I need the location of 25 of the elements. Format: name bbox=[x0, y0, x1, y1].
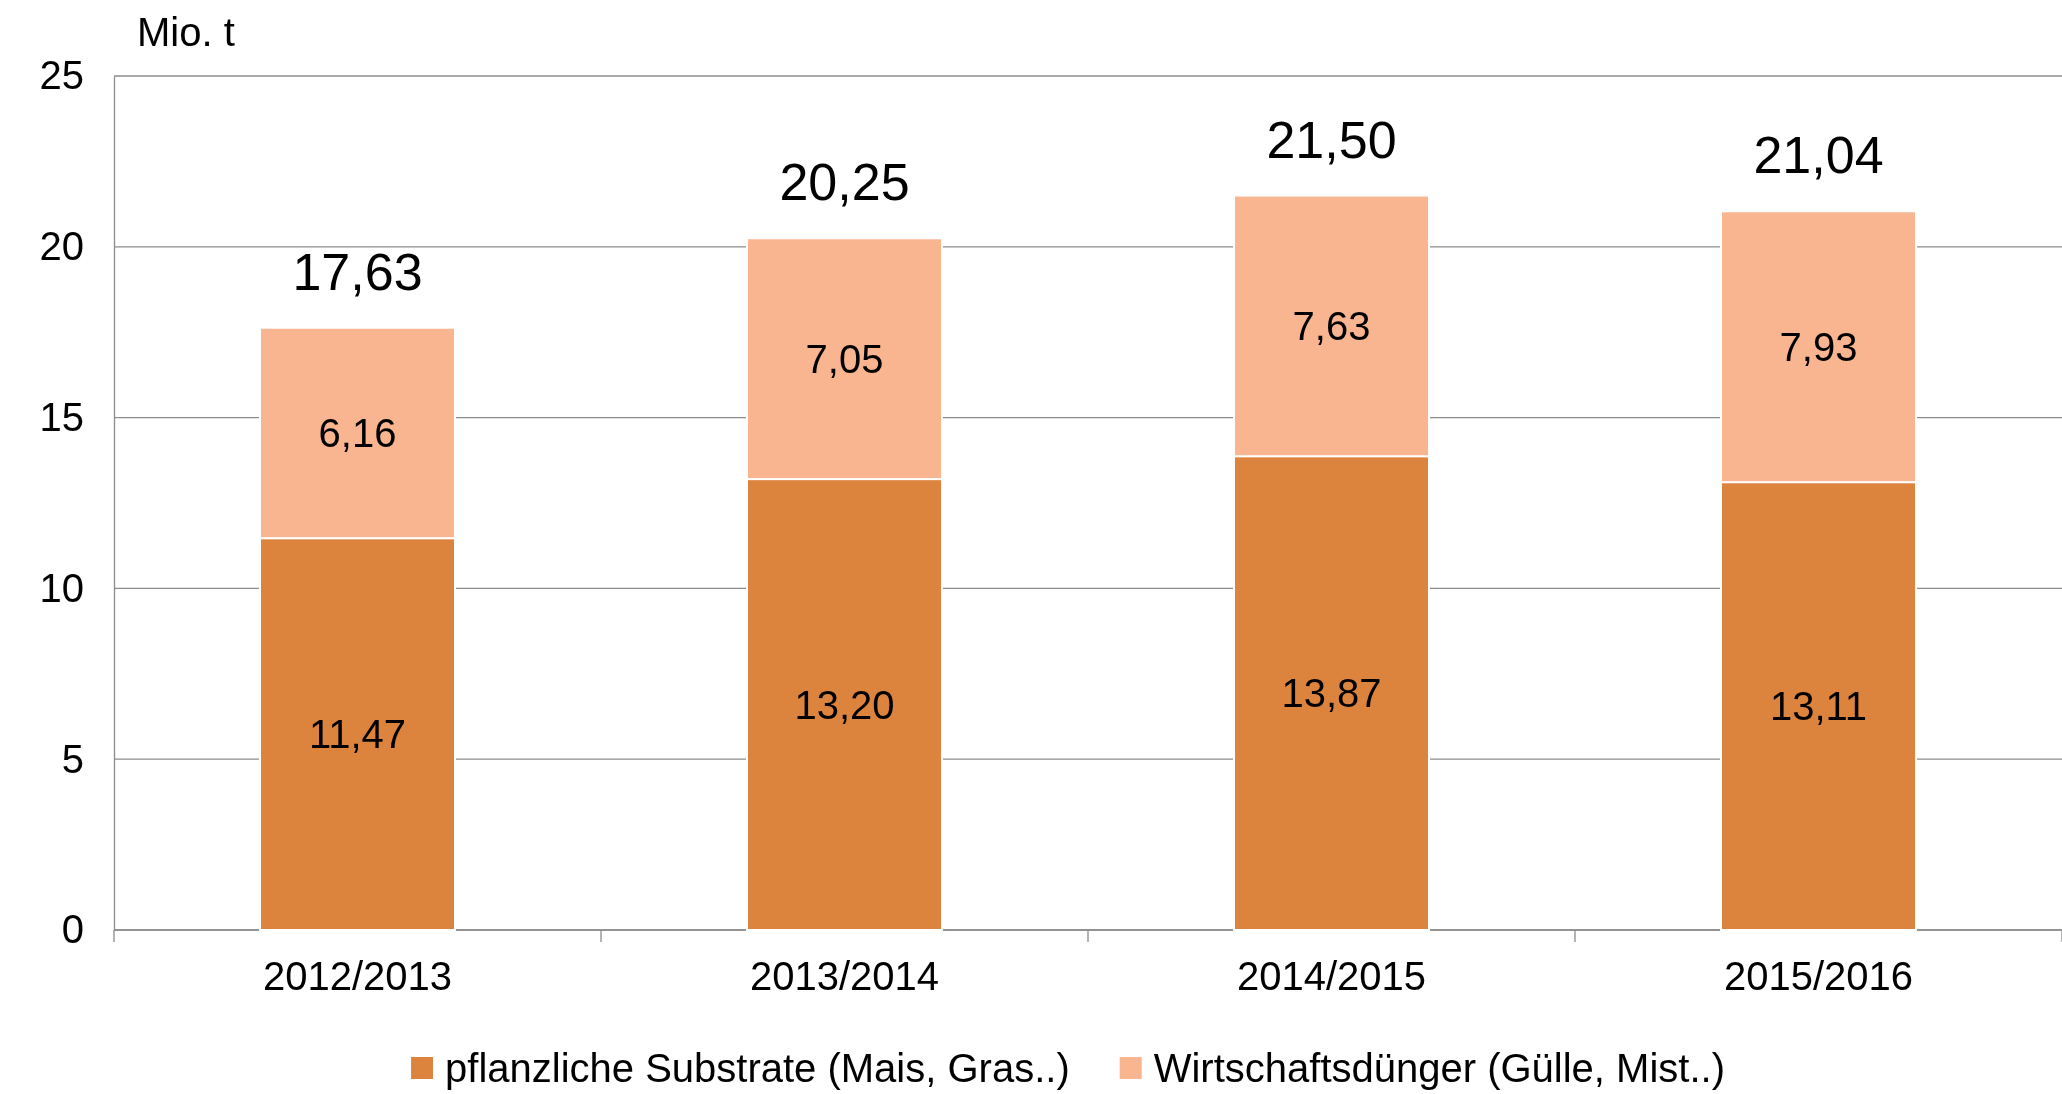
x-tick-label: 2012/2013 bbox=[262, 954, 453, 998]
data-label: 11,47 bbox=[308, 712, 407, 757]
total-label: 20,25 bbox=[779, 153, 910, 212]
x-tick-label: 2015/2016 bbox=[1723, 954, 1914, 998]
y-tick-label: 0 bbox=[61, 907, 84, 952]
legend-label: pflanzliche Substrate (Mais, Gras..) bbox=[445, 1046, 1070, 1090]
data-label: 7,63 bbox=[1292, 303, 1371, 348]
total-label: 21,50 bbox=[1266, 110, 1397, 169]
y-tick-label: 15 bbox=[39, 394, 84, 439]
y-axis-title: Mio. t bbox=[137, 10, 235, 54]
data-label: 7,05 bbox=[805, 336, 884, 381]
data-label: 13,20 bbox=[794, 682, 895, 727]
x-tick-label: 2013/2014 bbox=[749, 954, 940, 998]
data-label: 13,11 bbox=[1769, 684, 1868, 729]
total-label: 17,63 bbox=[292, 242, 423, 301]
data-label: 6,16 bbox=[318, 410, 397, 455]
y-tick-label: 5 bbox=[61, 736, 84, 781]
x-tick-label: 2014/2015 bbox=[1236, 954, 1427, 998]
data-label: 7,93 bbox=[1779, 324, 1858, 369]
y-tick-label: 25 bbox=[39, 53, 84, 98]
y-tick-label: 20 bbox=[39, 224, 84, 269]
data-label: 13,87 bbox=[1281, 671, 1382, 716]
total-label: 21,04 bbox=[1753, 126, 1884, 185]
y-tick-label: 10 bbox=[39, 565, 84, 610]
legend-label: Wirtschaftsdünger (Gülle, Mist..) bbox=[1153, 1046, 1725, 1090]
